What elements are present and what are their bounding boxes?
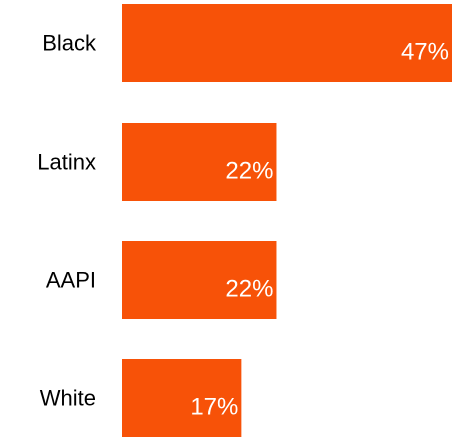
bar-white	[122, 359, 242, 437]
bar-latinx	[122, 123, 277, 201]
bars-group	[122, 4, 452, 437]
category-label-white: White	[40, 386, 96, 411]
value-label-aapi: 22%	[225, 276, 273, 303]
category-label-aapi: AAPI	[46, 268, 96, 293]
value-label-latinx: 22%	[225, 158, 273, 185]
bar-black	[122, 4, 452, 82]
category-labels-group: Black Latinx AAPI White	[37, 31, 97, 411]
bar-aapi	[122, 241, 277, 319]
category-label-latinx: Latinx	[37, 150, 96, 175]
value-label-white: 17%	[190, 394, 238, 421]
value-label-black: 47%	[401, 39, 449, 66]
category-label-black: Black	[42, 31, 97, 56]
value-labels-group: 47% 22% 22% 17%	[190, 39, 449, 421]
